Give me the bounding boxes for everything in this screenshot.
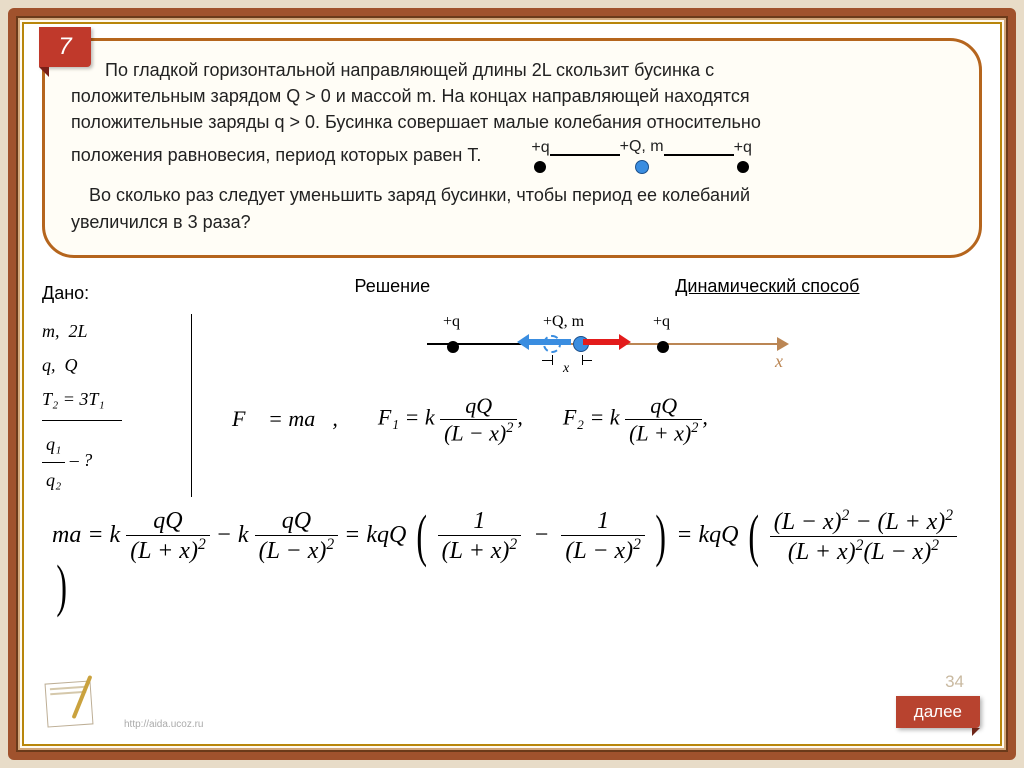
next-button[interactable]: далее <box>896 696 980 728</box>
solution-title: Решение <box>355 276 431 297</box>
formula-row-1: F⃗ = ma⃗, F₁ = k qQ (L − x)2, F₂ = k qQ … <box>232 393 982 446</box>
left-charge-label: +q <box>443 313 460 331</box>
notebook-icon <box>46 672 118 730</box>
ratio-fraction: q₁ q₂ <box>42 427 65 496</box>
eq-part: = kqQ <box>676 522 738 548</box>
rail-segment <box>550 154 620 156</box>
method-title: Динамический способ <box>675 276 859 297</box>
problem-line: По гладкой горизонтальной направляющей д… <box>71 57 953 83</box>
footer-url: http://aida.ucoz.ru <box>124 719 204 730</box>
next-label: далее <box>914 702 962 721</box>
given-title: Дано: <box>42 276 192 310</box>
newton-law: F⃗ = ma⃗, <box>232 406 338 432</box>
rail-segment <box>664 154 734 156</box>
problem-line: Во сколько раз следует уменьшить заряд б… <box>71 182 953 208</box>
force-arrow-left-icon <box>523 339 571 345</box>
page-number: 34 <box>945 672 964 692</box>
given-item: m, <box>42 321 60 341</box>
force2-formula: F₂ = k qQ (L + x)2, <box>563 393 708 446</box>
solution-headers: Решение Динамический способ <box>232 276 982 297</box>
bead-dot <box>635 160 649 174</box>
paren-icon: ( <box>417 516 428 557</box>
charge-label: +q <box>531 136 549 159</box>
force1-formula: F₁ = k qQ (L − x)2, <box>378 393 523 446</box>
paren-icon: ) <box>655 516 666 557</box>
given-item: T₂ = 3T₁ <box>42 382 181 416</box>
bead-label: +Q, m <box>620 135 664 158</box>
force-arrow-right-icon <box>583 339 625 345</box>
eq-part: − k <box>216 522 249 548</box>
left-charge <box>447 337 459 358</box>
formula-row-2: ma = k qQ (L + x)2 − k qQ (L − x)2 = kqQ… <box>52 507 982 607</box>
displacement-label: x <box>563 361 569 377</box>
eq-part: = kqQ <box>344 522 406 548</box>
problem-line: положения равновесия, период которых рав… <box>71 142 481 168</box>
problem-line: положительные заряды q > 0. Бусинка сове… <box>71 109 953 135</box>
problem-number: 7 <box>58 30 71 65</box>
ratio-question: – ? <box>70 450 93 470</box>
solution-block: Решение Динамический способ x +q +q +Q, … <box>232 276 982 497</box>
charge-label: +q <box>734 136 752 159</box>
given-body: m, 2L q, Q T₂ = 3T₁ q₁ q₂ – ? <box>42 314 192 497</box>
content-area: Дано: m, 2L q, Q T₂ = 3T₁ q₁ q₂ – ? Реше… <box>42 276 982 497</box>
paren-icon: ) <box>56 566 67 607</box>
slide-frame-outer: 7 По гладкой горизонтальной направляющей… <box>8 8 1016 760</box>
solution-diagram: x +q +q +Q, m x <box>427 309 787 379</box>
given-item: Q <box>65 355 78 375</box>
charge-dot <box>737 161 749 173</box>
problem-inline-diagram: +q +Q, m +q <box>531 135 752 174</box>
given-block: Дано: m, 2L q, Q T₂ = 3T₁ q₁ q₂ – ? <box>42 276 192 497</box>
slide-frame-inner: 7 По гладкой горизонтальной направляющей… <box>22 22 1002 746</box>
given-item: 2L <box>69 321 88 341</box>
axis-arrow-icon <box>777 337 789 351</box>
eq-part: ma = k <box>52 522 120 548</box>
ratio-num: q₁ <box>42 427 65 462</box>
given-item: q, <box>42 355 56 375</box>
charge-dot <box>534 161 546 173</box>
bead-label: +Q, m <box>543 313 584 331</box>
problem-statement: 7 По гладкой горизонтальной направляющей… <box>42 38 982 258</box>
right-charge <box>657 337 669 358</box>
given-divider <box>42 420 122 421</box>
problem-number-badge: 7 <box>39 27 91 67</box>
paren-icon: ( <box>749 516 760 557</box>
ratio-den: q₂ <box>42 463 65 497</box>
problem-line: положительным зарядом Q > 0 и массой m. … <box>71 83 953 109</box>
axis-label: x <box>775 351 783 372</box>
right-charge-label: +q <box>653 313 670 331</box>
problem-line: увеличился в 3 раза? <box>71 209 953 235</box>
